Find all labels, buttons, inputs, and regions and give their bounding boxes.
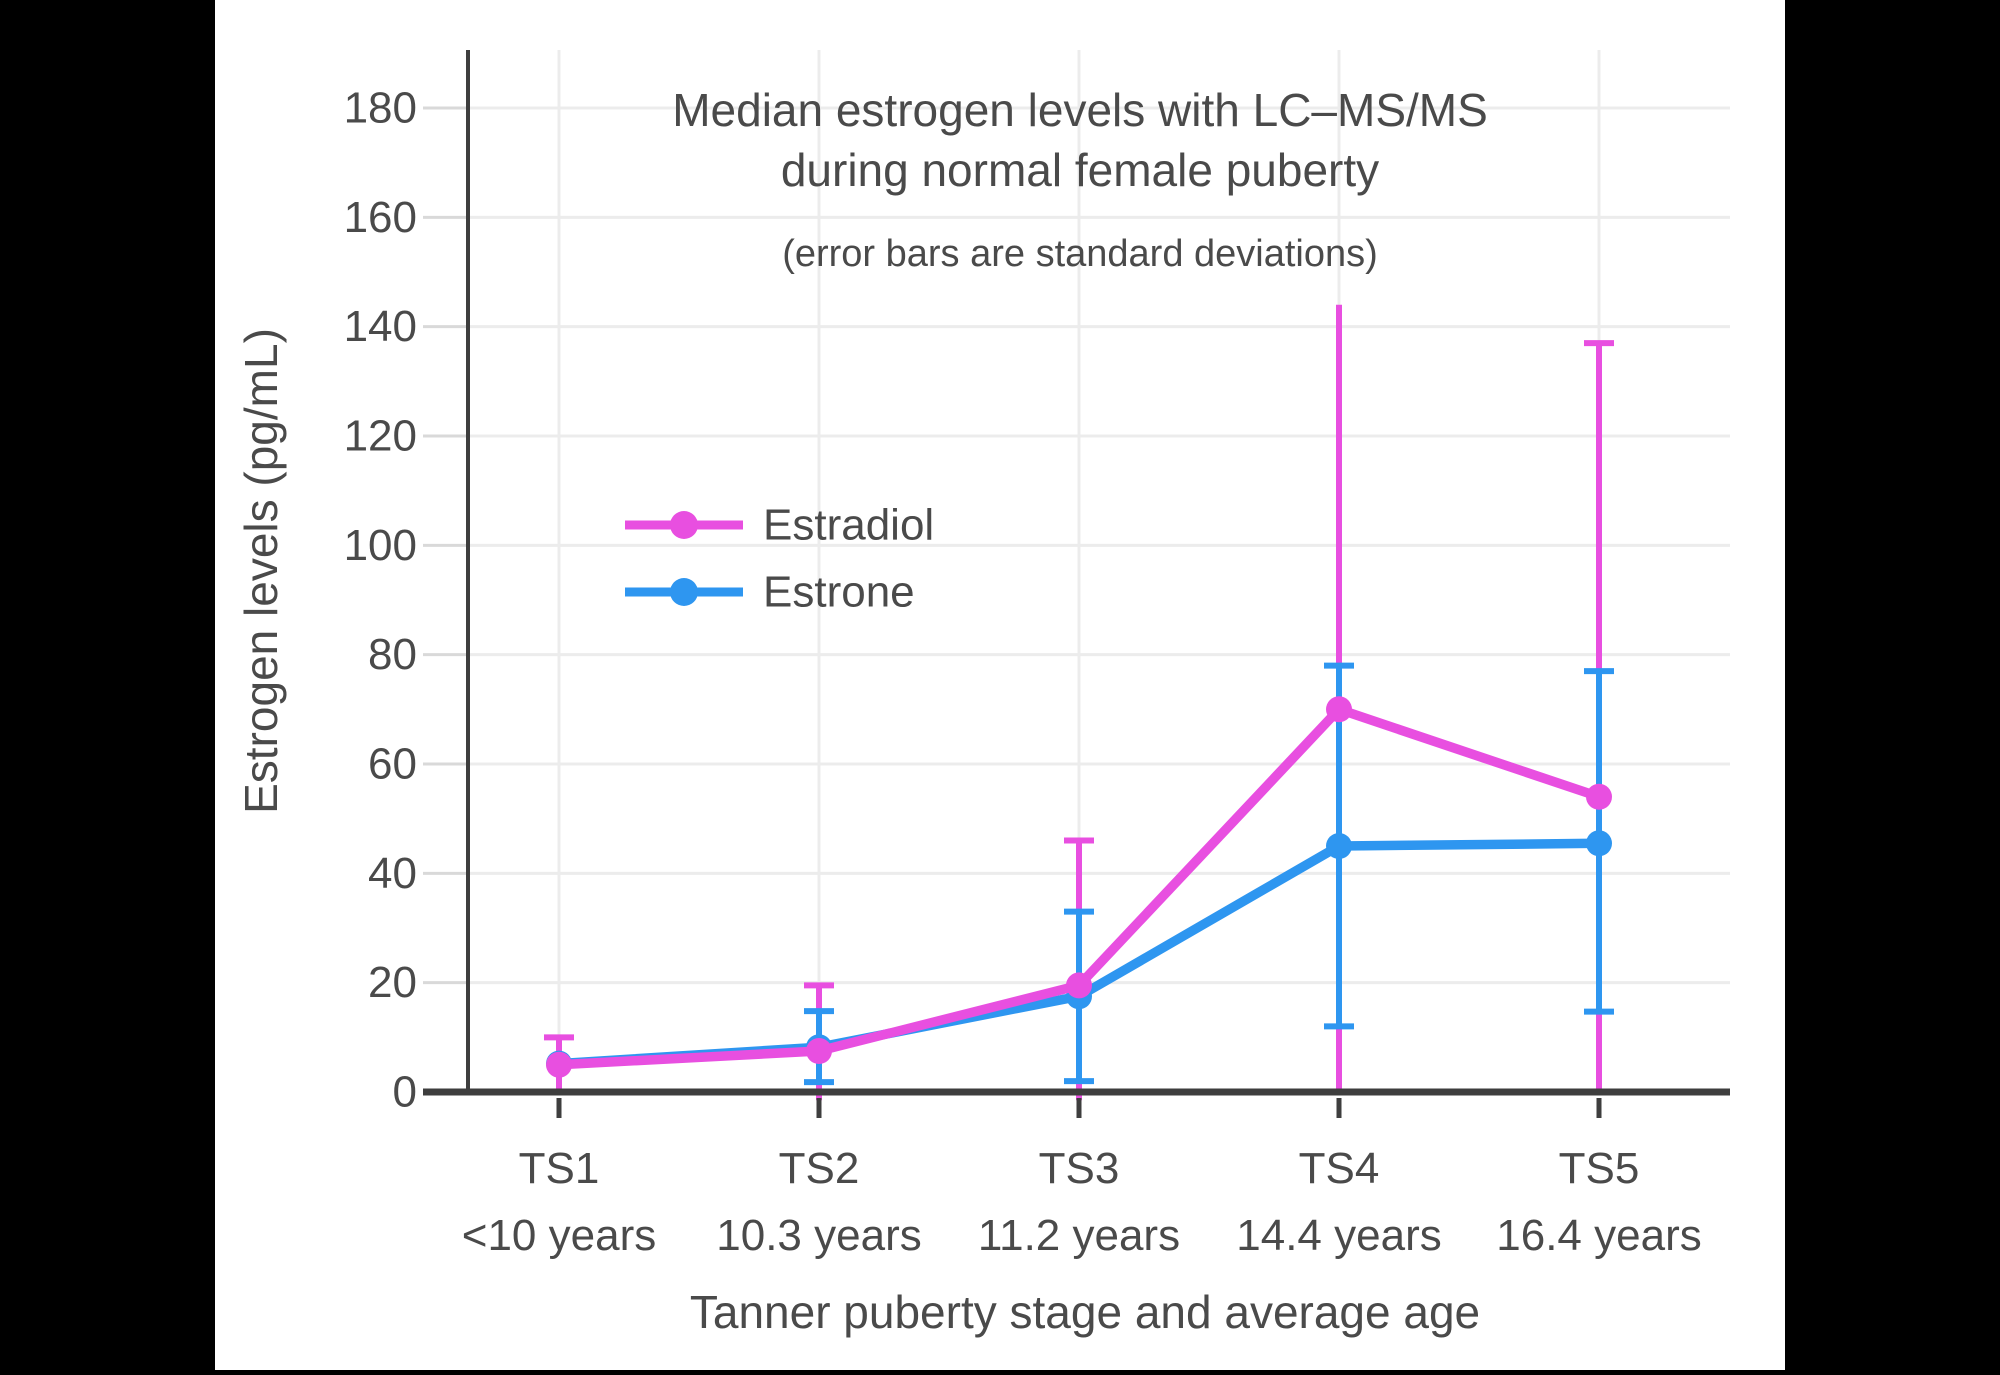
x-age-label-TS1: <10 years [462,1211,656,1260]
x-axis-title: Tanner puberty stage and average age [690,1286,1480,1338]
chart-figure: 0 20 40 60 80 100 120 140 160 180 Median estrogen … [215,0,1785,1370]
data-point-estradiol-TS1 [546,1051,572,1078]
series-estradiol [546,696,1612,1078]
estrogen-levels-chart: 0 20 40 60 80 100 120 140 160 180 Median estrogen … [235,50,1730,1338]
y-tick-label-20: 20 [368,958,417,1007]
x-age-label-TS2: 10.3 years [716,1211,921,1260]
legend-label-estrone: Estrone [763,568,915,617]
legend-item-estradiol [625,511,743,539]
x-age-label-TS5: 16.4 years [1496,1211,1701,1260]
y-tick-label-120: 120 [344,412,417,461]
chart-title-line-2: during normal female puberty [781,144,1379,196]
x-category-label-TS3: TS3 [1039,1144,1120,1193]
data-point-estrone-TS5 [1586,830,1612,857]
y-tick-label-180: 180 [344,84,417,133]
x-category-label-TS2: TS2 [779,1144,860,1193]
y-tick-label-80: 80 [368,630,417,679]
chart-title-line-1: Median estrogen levels with LC–MS/MS [672,84,1488,136]
y-axis-title: Estrogen levels (pg/mL) [235,328,287,814]
legend-label-estradiol: Estradiol [763,501,934,550]
y-tick-label-140: 140 [344,302,417,351]
data-point-estradiol-TS2 [806,1038,832,1064]
legend-marker [670,511,698,539]
y-tick-label-100: 100 [344,521,417,570]
data-point-estradiol-TS5 [1586,783,1612,810]
x-category-label-TS5: TS5 [1559,1144,1640,1193]
x-age-label-TS4: 14.4 years [1236,1211,1441,1260]
x-category-label-TS1: TS1 [519,1144,600,1193]
letterbox-bar-left [0,0,215,1370]
x-age-label-TS3: 11.2 years [978,1211,1180,1260]
data-point-estrone-TS4 [1326,833,1352,859]
letterbox-bar-right [1785,0,2000,1370]
x-category-label-TS4: TS4 [1299,1144,1380,1193]
y-tick-label-40: 40 [368,849,417,898]
legend-marker [670,578,698,606]
data-point-estradiol-TS4 [1326,696,1352,723]
y-tick-label-60: 60 [368,740,417,789]
legend-item-estrone [625,578,743,606]
chart-subtitle: (error bars are standard deviations) [782,233,1378,275]
y-tick-label-160: 160 [344,193,417,242]
y-tick-label-0: 0 [393,1068,417,1117]
data-point-estradiol-TS3 [1066,972,1092,999]
